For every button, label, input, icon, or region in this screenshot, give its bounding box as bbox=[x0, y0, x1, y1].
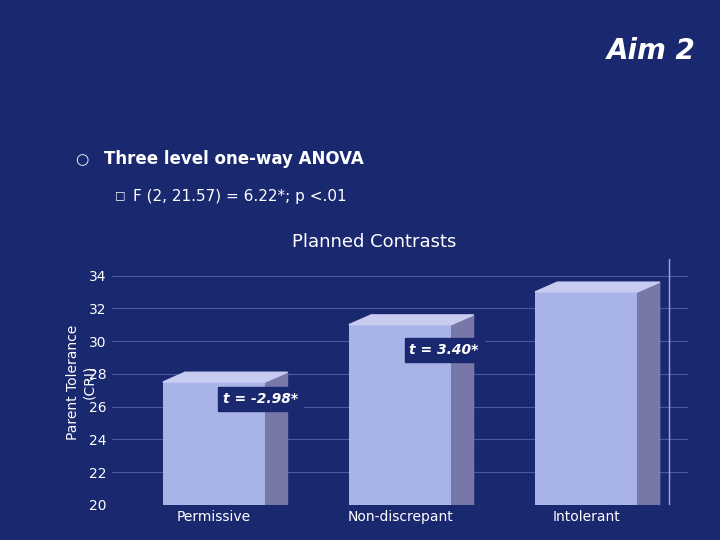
Polygon shape bbox=[535, 282, 660, 292]
Text: t = -2.98*: t = -2.98* bbox=[223, 393, 298, 406]
Bar bbox=[349, 325, 451, 505]
Polygon shape bbox=[163, 372, 287, 382]
Polygon shape bbox=[265, 372, 287, 505]
Y-axis label: Parent Tolerance
(CRI): Parent Tolerance (CRI) bbox=[66, 325, 96, 440]
Text: □: □ bbox=[115, 190, 126, 200]
Text: Aim 2: Aim 2 bbox=[607, 37, 696, 65]
Polygon shape bbox=[349, 315, 474, 325]
Text: t = 3.40*: t = 3.40* bbox=[410, 343, 479, 357]
Text: ○: ○ bbox=[76, 152, 89, 167]
Text: F (2, 21.57) = 6.22*; p <.01: F (2, 21.57) = 6.22*; p <.01 bbox=[133, 189, 347, 204]
Bar bbox=[535, 292, 637, 505]
Bar bbox=[163, 382, 265, 505]
Text: Three level one-way ANOVA: Three level one-way ANOVA bbox=[104, 150, 364, 168]
Polygon shape bbox=[451, 315, 474, 505]
Text: Discrepancy Theory: Discrepancy Theory bbox=[192, 45, 485, 71]
Polygon shape bbox=[637, 282, 660, 505]
Text: Planned Contrasts: Planned Contrasts bbox=[292, 233, 456, 251]
